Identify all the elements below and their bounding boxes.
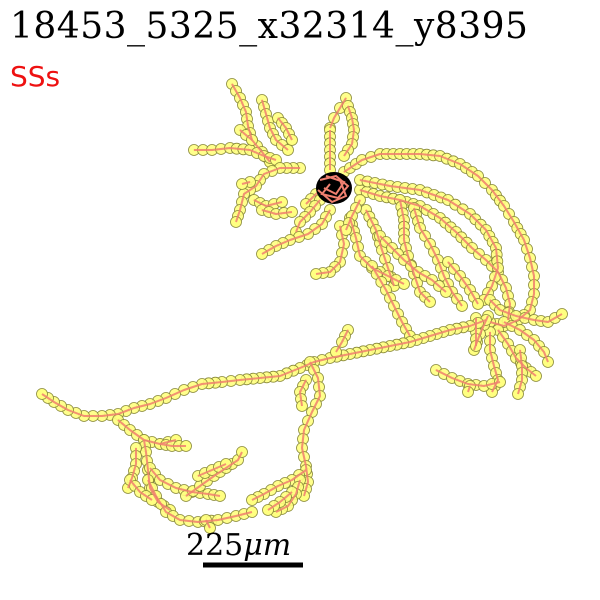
neuron-id-title: 18453_5325_x32314_y8395 [10,6,529,47]
dendrite-branch-overlay [503,321,549,363]
dendrite-branch-overlay [349,217,405,285]
dendrite-branch-overlay [435,369,501,387]
dendrite-branch-overlay [359,179,499,301]
scale-bar-unit: μm [243,528,292,563]
dendrite-branch-overlay [241,181,251,185]
dendrite-branch-overlay [129,479,153,501]
dendrite-branch-overlay [379,235,447,293]
dendrite-branch-overlay [345,199,361,231]
dendrite-branch-overlay [253,199,283,207]
dendrite-branch-overlay [467,385,471,393]
dendrite-branch-overlay [261,209,293,215]
dendrite-branch-overlay [197,463,227,477]
dendrite-branch-overlay [159,443,186,447]
dendrite-branch-overlay [185,451,243,497]
dendrite-branch-overlay [315,225,345,275]
soma [316,172,352,204]
cell-type-label: SSs [10,60,61,93]
dendrite-branch-overlay [239,129,253,141]
scale-bar-value: 225 [186,528,244,563]
dendrite-branch-overlay [399,199,431,303]
dendrite-branch-overlay [301,361,321,497]
dendrite-branch-overlay [261,209,331,255]
dendrite-branch-overlay [413,207,463,307]
dendrite-branch-overlay [517,349,523,395]
dendrite-branch-overlay [497,329,537,377]
dendrite-branch-overlay [147,479,253,523]
dendrite-branch-overlay [489,299,563,323]
dendrite-branch-overlay [194,147,277,161]
dendrite-branch-overlay [267,491,293,511]
scale-bar-label: 225μm [186,528,291,563]
dendrite-branch-overlay [149,467,221,497]
dendrite-branch-overlay [335,329,349,353]
dendrite-branch-overlay [365,209,395,287]
dendrite-branch-overlay [235,167,300,223]
dendrite-branch-overlay [127,448,137,489]
soma-tangle [317,179,348,204]
soma-tangle [323,175,346,196]
dendrite-branch-overlay [275,479,301,513]
dendrite-branch-overlay [343,105,355,157]
dendrite-branch-overlay [41,319,487,417]
dendrite-branch-overlay [447,261,479,305]
dendrite-branch-overlay [231,83,271,163]
dendrite-branch-overlay [261,99,289,151]
dendrite-branch-overlay [251,469,307,501]
dendrite-branch-overlay [299,379,307,407]
dendrite-branch-overlay [295,199,321,233]
soma-tangle [319,174,350,200]
dendrite-branch-overlay [343,153,535,327]
dendrite-nodes [36,78,568,534]
dendrite-branch-overlay [329,97,347,129]
dendrite-branch-overlay [371,265,411,337]
dendrite-branch-overlay [277,117,293,141]
dendrite-branch-overlay [359,189,511,321]
dendrite-branch-overlay [205,519,211,529]
